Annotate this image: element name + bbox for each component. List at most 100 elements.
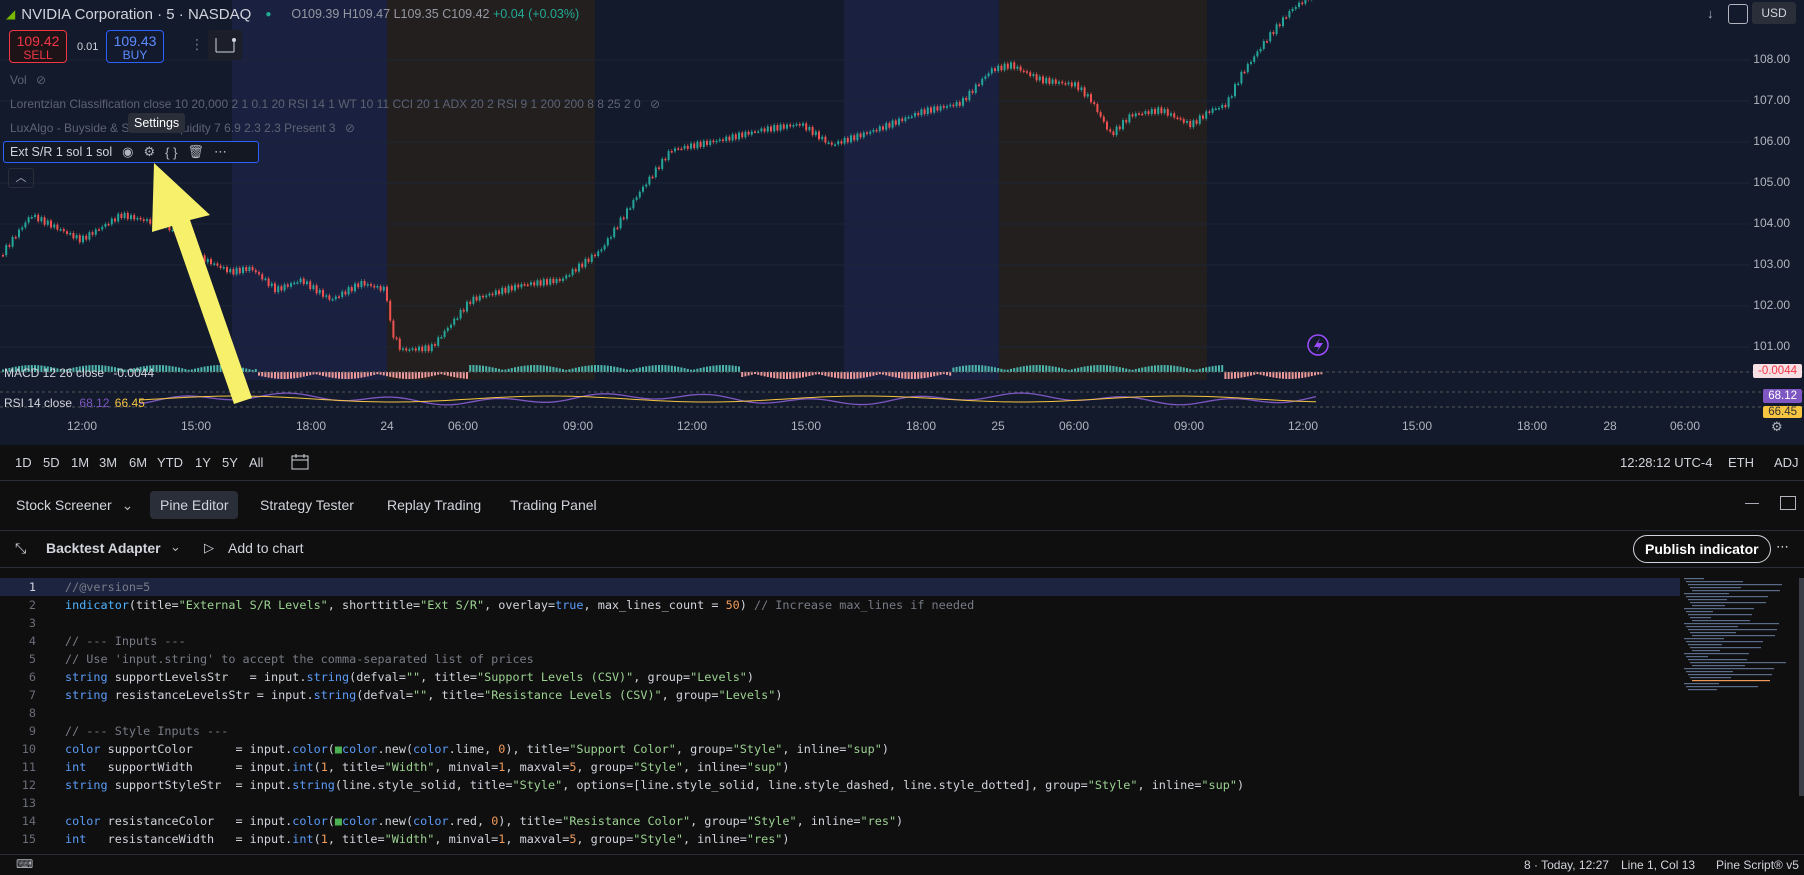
range-button-all[interactable]: All [249,455,264,470]
code-text[interactable]: int resistanceWidth = input.int(1, title… [65,832,790,846]
range-button-1d[interactable]: 1D [15,455,32,470]
more-icon[interactable]: ⋯ [213,144,227,159]
range-button-ytd[interactable]: YTD [157,455,183,470]
screenshot-icon[interactable] [1728,4,1748,24]
code-text[interactable]: string supportStyleStr = input.string(li… [65,778,1245,792]
script-name[interactable]: Backtest Adapter [46,540,161,556]
language-version[interactable]: Pine Script® v5 [1716,858,1799,872]
price-axis-label: 101.00 [1753,339,1790,353]
code-line[interactable]: 5 // Use 'input.string' to accept the com… [0,650,1680,668]
maximize-icon[interactable] [1780,496,1796,510]
macd-price-tag: -0.0044 [1752,364,1802,378]
date-range-bar: 1D 5D 1M 3M 6M YTD 1Y 5Y All 12:28:12 UTC-4 ETH … [0,445,1804,481]
add-to-chart-button[interactable]: Add to chart [228,540,304,556]
eye-icon[interactable]: ◉ [122,144,134,159]
hidden-eye-icon[interactable]: ⊘ [36,73,47,87]
code-line[interactable]: 15 int resistanceWidth = input.int(1, tit… [0,830,1680,848]
chart-settings-icon[interactable]: ⚙ [1771,419,1783,434]
source-code-icon[interactable]: { } [165,144,178,160]
code-line[interactable]: 2 indicator(title="External S/R Levels", … [0,596,1680,614]
line-number: 13 [21,796,36,810]
macd-legend[interactable]: MACD 12 26 close -0.0044 [4,366,155,380]
range-button-1y[interactable]: 1Y [195,455,211,470]
tab-strategy-tester[interactable]: Strategy Tester [260,497,354,513]
code-text[interactable]: //@version=5 [65,580,151,594]
range-button-6m[interactable]: 6M [129,455,148,470]
currency-button[interactable]: USD [1752,2,1796,24]
tab-trading-panel[interactable]: Trading Panel [510,497,597,513]
market-status-icon[interactable]: ● [265,8,272,20]
time-axis-label: 06:00 [1058,419,1090,433]
code-minimap[interactable] [1682,578,1794,693]
line-number: 1 [28,580,36,594]
time-axis-label: 09:00 [562,419,594,433]
code-line[interactable]: 10 color supportColor = input.color(■colo… [0,740,1680,758]
publish-indicator-button[interactable]: Publish indicator [1633,535,1771,563]
lorentzian-legend[interactable]: Lorentzian Classification close 10 20,00… [10,97,661,111]
code-editor[interactable]: 1 //@version=5 2 indicator(title="External … [0,578,1804,854]
tab-stock-screener[interactable]: Stock Screener ⌄ [16,497,134,513]
code-line[interactable]: 1 //@version=5 [0,578,1680,596]
range-button-5d[interactable]: 5D [43,455,60,470]
sell-button[interactable]: 109.42 SELL [9,30,67,63]
code-line[interactable]: 7 string resistanceLevelsStr = input.stri… [0,686,1680,704]
clock[interactable]: 12:28:12 UTC-4 [1620,455,1713,470]
chevron-down-icon[interactable]: ⌄ [121,497,134,513]
cursor-position: Line 1, Col 13 [1621,858,1696,872]
version-info[interactable]: 8 · Today, 12:27 [1524,858,1609,872]
price-chart[interactable]: ◢ NVIDIA Corporation · 5 · NASDAQ ● O109… [0,0,1804,445]
range-button-1m[interactable]: 1M [71,455,90,470]
code-text[interactable]: // --- Inputs --- [65,634,186,648]
code-text[interactable]: // --- Style Inputs --- [65,724,229,738]
console-icon[interactable]: ⌨ [16,857,34,871]
code-line[interactable]: 3 [0,614,1680,632]
hidden-eye-icon[interactable]: ⊘ [344,121,355,135]
code-line[interactable]: 13 [0,794,1680,812]
trash-icon[interactable]: 🗑 [187,144,204,159]
settings-icon[interactable]: ⚙ [143,144,156,159]
time-axis-label: 28 [1603,419,1617,433]
code-text[interactable]: // Use 'input.string' to accept the comm… [65,652,534,666]
editor-scrollbar[interactable] [1799,578,1804,796]
rsi-price-tag: 68.12 [1763,389,1802,403]
code-line[interactable]: 14 color resistanceColor = input.color(■c… [0,812,1680,830]
session-button[interactable]: ETH [1728,455,1754,470]
code-text[interactable]: string resistanceLevelsStr = input.strin… [65,688,783,702]
measure-tool-button[interactable] [208,30,242,60]
code-text[interactable]: color supportColor = input.color(■color.… [65,742,889,756]
code-line[interactable]: 6 string supportLevelsStr = input.string(… [0,668,1680,686]
vol-legend[interactable]: Vol ⊘ [10,73,47,87]
line-number: 4 [28,634,36,648]
rsi-legend[interactable]: RSI 14 close 68.12 66.45 [4,396,145,410]
symbol-title[interactable]: NVIDIA Corporation · 5 · NASDAQ [21,5,252,23]
buy-button[interactable]: 109.43 BUY [106,30,164,63]
code-line[interactable]: 12 string supportStyleStr = input.string(… [0,776,1680,794]
more-icon[interactable]: ⋯ [1776,539,1789,554]
code-line[interactable]: 11 int supportWidth = input.int(1, title=… [0,758,1680,776]
range-button-5y[interactable]: 5Y [222,455,238,470]
time-axis-label: 24 [380,419,394,433]
code-text[interactable]: indicator(title="External S/R Levels", s… [65,598,975,612]
code-text[interactable]: string supportLevelsStr = input.string(d… [65,670,755,684]
code-text[interactable]: int supportWidth = input.int(1, title="W… [65,760,790,774]
code-text[interactable]: color resistanceColor = input.color(■col… [65,814,904,828]
tab-replay-trading[interactable]: Replay Trading [387,497,482,513]
code-line[interactable]: 9 // --- Style Inputs --- [0,722,1680,740]
go-to-date-icon[interactable] [289,452,311,472]
minimize-icon[interactable]: — [1745,494,1759,510]
ext-sr-legend[interactable]: Ext S/R 1 sol 1 sol ◉ ⚙ { } 🗑 ⋯ [3,141,259,163]
adj-button[interactable]: ADJ [1774,455,1799,470]
time-axis-label: 15:00 [180,419,212,433]
chart-canvas[interactable] [0,0,1804,445]
tab-pine-editor[interactable]: Pine Editor [150,491,239,519]
hidden-eye-icon[interactable]: ⊘ [649,97,661,111]
status-bar: ⌨ 8 · Today, 12:27 Line 1, Col 13 Pine S… [0,854,1804,875]
chevron-down-icon[interactable]: ⌄ [170,539,181,554]
range-button-3m[interactable]: 3M [99,455,118,470]
download-icon[interactable]: ↓ [1707,6,1714,21]
code-line[interactable]: 8 [0,704,1680,722]
price-axis-label: 103.00 [1753,257,1790,271]
time-axis-label: 06:00 [447,419,479,433]
code-line[interactable]: 4 // --- Inputs --- [0,632,1680,650]
collapse-legend-button[interactable]: ︿ [8,168,34,188]
